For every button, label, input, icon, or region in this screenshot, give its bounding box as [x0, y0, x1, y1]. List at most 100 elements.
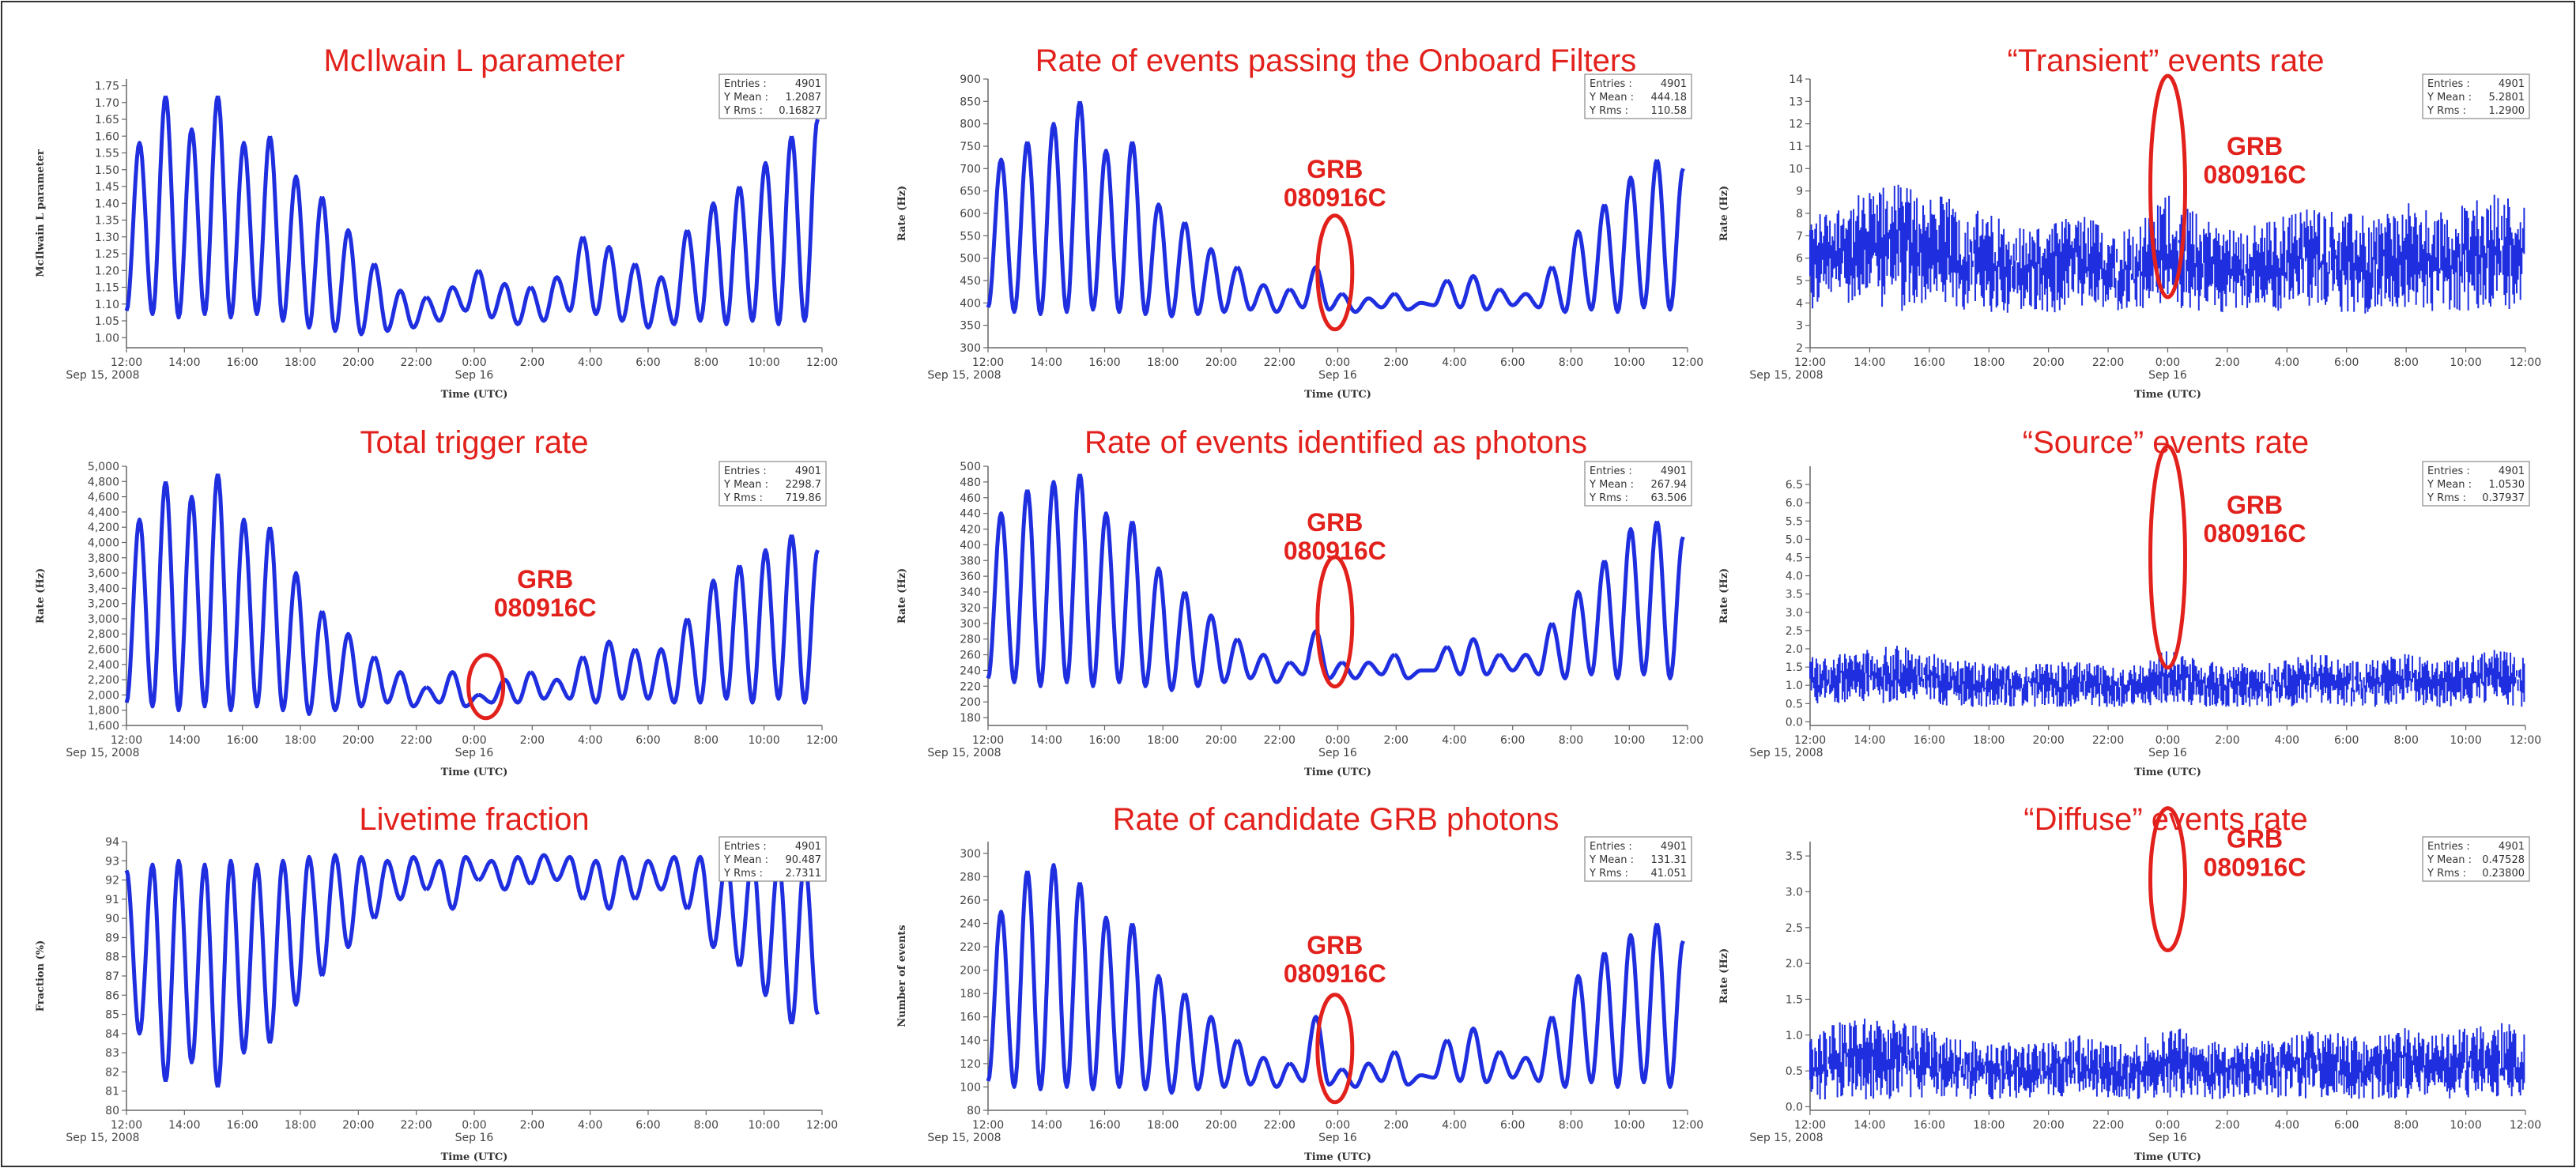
stats-value: 1.2087: [786, 92, 822, 104]
x-tick-label: 16:00: [1088, 1119, 1120, 1132]
y-tick-label: 5,000: [88, 461, 119, 473]
x-tick-label: 10:00: [748, 1119, 779, 1132]
y-axis-title: Rate (Hz): [896, 186, 908, 241]
y-tick-label: 1.35: [95, 215, 119, 228]
chart-panel-4: Total trigger rate 1,600 1,800 2,000 2,200 2,…: [35, 425, 838, 778]
stats-value: 4901: [1661, 465, 1687, 477]
x-date-start-label: Sep 15, 2008: [1749, 1132, 1823, 1144]
x-date-mid-label: Sep 16: [455, 747, 494, 759]
y-tick-label: 320: [960, 602, 981, 615]
y-tick-label: 550: [960, 230, 981, 243]
y-tick-label: 92: [105, 875, 119, 887]
data-series-band: [1809, 184, 2525, 314]
x-date-mid-label: Sep 16: [2148, 369, 2187, 382]
grb-label-line1: GRB: [1307, 508, 1363, 537]
x-tick-label: 12:00: [2510, 356, 2541, 369]
x-tick-label: 6:00: [1500, 734, 1525, 747]
x-tick-label: 4:00: [1442, 734, 1466, 747]
y-tick-label: 86: [105, 989, 119, 1002]
y-tick-label: 1.0: [1786, 680, 1803, 692]
x-tick-label: 8:00: [1559, 356, 1583, 369]
x-date-start-label: Sep 15, 2008: [927, 369, 1001, 382]
y-tick-label: 440: [960, 508, 981, 521]
x-tick-label: 12:00: [1672, 734, 1703, 747]
y-tick-label: 2.5: [1786, 625, 1803, 638]
grb-label-line1: GRB: [2227, 132, 2283, 160]
y-tick-label: 2,400: [88, 659, 119, 672]
x-tick-label: 0:00: [1326, 1119, 1350, 1132]
stats-value: 110.58: [1651, 105, 1688, 117]
y-tick-label: 82: [105, 1066, 119, 1079]
y-axis-title: Fraction (%): [35, 940, 47, 1012]
chart-title: Total trigger rate: [360, 425, 588, 460]
x-tick-label: 8:00: [694, 356, 718, 369]
x-tick-label: 4:00: [578, 356, 602, 369]
y-tick-label: 3.5: [1786, 589, 1803, 601]
y-tick-label: 4,800: [88, 476, 119, 488]
x-tick-label: 6:00: [1500, 1119, 1525, 1132]
x-tick-label: 20:00: [2032, 734, 2064, 747]
stats-label: Y Rms :: [1589, 492, 1628, 504]
y-tick-label: 120: [960, 1058, 981, 1071]
grb-ellipse: [2148, 444, 2187, 670]
x-tick-label: 6:00: [636, 1119, 660, 1132]
y-tick-label: 93: [105, 855, 119, 868]
x-tick-label: 4:00: [2275, 1119, 2299, 1132]
grb-label-line2: 080916C: [1284, 537, 1386, 565]
x-tick-label: 4:00: [2275, 734, 2299, 747]
x-tick-label: 18:00: [1147, 356, 1179, 369]
x-axis-title: Time (UTC): [2134, 389, 2201, 401]
grb-ellipse: [1315, 555, 1355, 689]
x-axis-title: Time (UTC): [1304, 1151, 1371, 1163]
y-tick-label: 84: [105, 1028, 119, 1041]
x-tick-label: 10:00: [2450, 734, 2481, 747]
chart-title: Rate of candidate GRB photons: [1113, 802, 1560, 837]
stats-value: 1.0530: [2489, 479, 2525, 491]
x-tick-label: 2:00: [1384, 1119, 1409, 1132]
x-tick-label: 12:00: [111, 1119, 142, 1132]
stats-box: [1584, 73, 1692, 119]
x-tick-label: 4:00: [1442, 356, 1466, 369]
y-tick-label: 0.5: [1786, 1065, 1803, 1078]
x-tick-label: 8:00: [2393, 1119, 2418, 1132]
x-tick-label: 18:00: [1147, 1119, 1179, 1132]
y-tick-label: 380: [960, 555, 981, 567]
y-tick-label: 1.60: [95, 130, 119, 143]
x-tick-label: 18:00: [1973, 356, 2005, 369]
stats-value: 719.86: [786, 492, 822, 504]
y-tick-label: 420: [960, 524, 981, 537]
grb-label-line1: GRB: [517, 565, 573, 593]
y-tick-label: 6.5: [1786, 479, 1803, 492]
stats-value: 267.94: [1651, 479, 1688, 491]
x-tick-label: 18:00: [1147, 734, 1179, 747]
stats-label: Y Mean :: [723, 92, 768, 104]
grb-label-line2: 080916C: [2204, 160, 2306, 189]
y-tick-label: 0.0: [1786, 1101, 1803, 1113]
y-tick-label: 1.70: [95, 97, 119, 110]
x-tick-label: 20:00: [342, 734, 374, 747]
stats-label: Y Rms :: [2427, 868, 2466, 880]
x-tick-label: 18:00: [285, 356, 316, 369]
x-tick-label: 6:00: [636, 356, 660, 369]
stats-box: [718, 836, 827, 882]
stats-label: Entries :: [724, 465, 767, 477]
x-tick-label: 12:00: [972, 734, 1004, 747]
stats-label: Y Rms :: [723, 492, 763, 504]
y-tick-label: 1.45: [95, 181, 119, 194]
y-tick-label: 2.0: [1786, 643, 1803, 656]
data-series-band: [1809, 1018, 2525, 1100]
x-tick-label: 22:00: [400, 1119, 432, 1132]
x-tick-label: 20:00: [1205, 356, 1237, 369]
x-tick-label: 22:00: [2092, 1119, 2124, 1132]
chart-title: Livetime fraction: [359, 802, 589, 837]
x-tick-label: 12:00: [806, 1119, 838, 1132]
stats-label: Entries :: [1590, 78, 1632, 90]
x-tick-label: 2:00: [2215, 1119, 2239, 1132]
x-tick-label: 0:00: [2155, 734, 2180, 747]
x-tick-label: 14:00: [1854, 734, 1885, 747]
y-tick-label: 3: [1796, 320, 1803, 333]
x-tick-label: 4:00: [578, 1119, 602, 1132]
x-axis-title: Time (UTC): [2134, 1151, 2201, 1163]
stats-value: 0.16827: [779, 105, 821, 117]
